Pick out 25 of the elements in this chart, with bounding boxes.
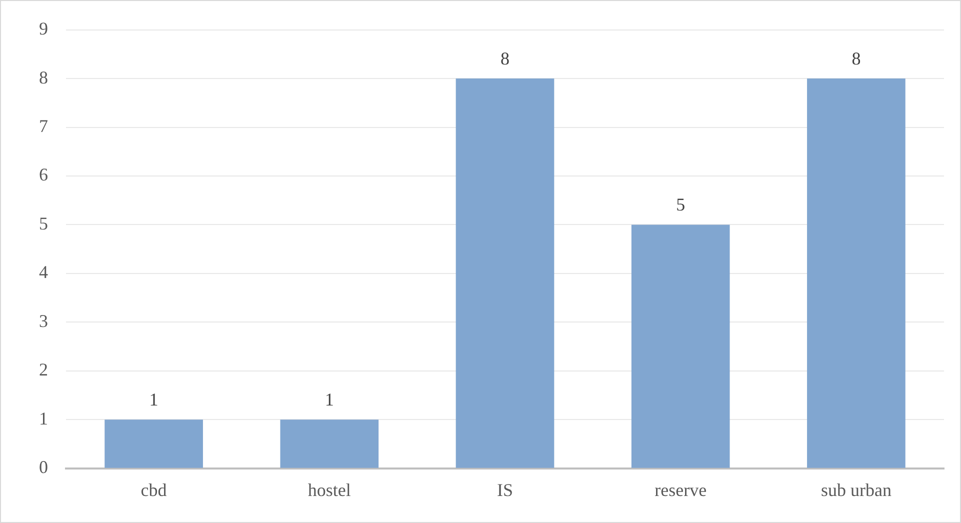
y-tick-label: 5 bbox=[39, 213, 48, 234]
y-tick-label: 3 bbox=[39, 310, 48, 331]
y-tick-label: 4 bbox=[39, 262, 48, 282]
y-tick-label: 7 bbox=[39, 116, 48, 136]
y-tick-label: 9 bbox=[39, 18, 48, 39]
x-tick-label: reserve bbox=[654, 480, 707, 500]
x-tick-label: cbd bbox=[140, 480, 167, 500]
y-tick-label: 1 bbox=[39, 408, 48, 428]
data-label: 5 bbox=[676, 194, 686, 214]
data-label: 8 bbox=[852, 48, 861, 68]
x-tick-label: IS bbox=[496, 480, 514, 500]
y-tick-label: 0 bbox=[39, 457, 48, 478]
bar bbox=[104, 420, 203, 468]
bar bbox=[631, 224, 730, 468]
data-label: 1 bbox=[324, 389, 334, 410]
bar bbox=[280, 420, 379, 468]
y-tick-label: 2 bbox=[39, 360, 48, 380]
bar bbox=[456, 78, 554, 468]
y-tick-label: 8 bbox=[39, 67, 48, 88]
data-label: 1 bbox=[149, 389, 158, 410]
y-tick-label: 6 bbox=[39, 164, 48, 185]
x-tick-label: hostel bbox=[308, 480, 351, 500]
x-tick-label: sub urban bbox=[820, 480, 892, 500]
bar bbox=[807, 78, 906, 468]
data-label: 8 bbox=[500, 48, 510, 68]
